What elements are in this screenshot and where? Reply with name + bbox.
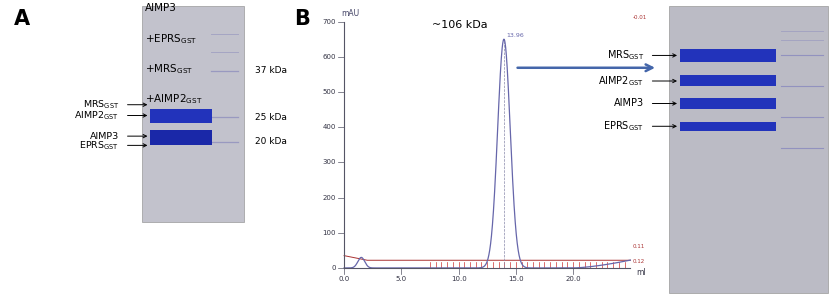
Text: 300: 300 <box>323 159 336 165</box>
Text: -0.01: -0.01 <box>633 15 647 20</box>
Text: 10.0: 10.0 <box>450 276 466 282</box>
Text: 0.0: 0.0 <box>339 276 349 282</box>
Text: 20 kDa: 20 kDa <box>255 137 287 146</box>
Bar <box>680 49 776 62</box>
Text: EPRS$_{\mathregular{GST}}$: EPRS$_{\mathregular{GST}}$ <box>79 139 119 152</box>
Bar <box>150 123 212 127</box>
Bar <box>150 130 212 145</box>
Text: MRS$_{\mathregular{GST}}$: MRS$_{\mathregular{GST}}$ <box>607 49 644 62</box>
Text: 5.0: 5.0 <box>396 276 407 282</box>
Text: AIMP3: AIMP3 <box>144 3 177 13</box>
Bar <box>680 122 776 131</box>
Text: 700: 700 <box>323 18 336 25</box>
Text: 400: 400 <box>323 124 336 130</box>
Text: MRS$_{\mathregular{GST}}$: MRS$_{\mathregular{GST}}$ <box>83 99 119 111</box>
Text: +EPRS$_{\mathregular{GST}}$: +EPRS$_{\mathregular{GST}}$ <box>144 33 197 47</box>
Text: AIMP3: AIMP3 <box>614 99 644 108</box>
Text: AIMP3: AIMP3 <box>90 132 119 141</box>
Bar <box>680 75 776 86</box>
Text: 500: 500 <box>323 89 336 95</box>
Text: 0.12: 0.12 <box>633 259 646 264</box>
Text: 13.96: 13.96 <box>507 33 525 38</box>
Text: 100: 100 <box>323 230 336 236</box>
Text: 200: 200 <box>323 195 336 201</box>
Text: AIMP2$_{\mathregular{GST}}$: AIMP2$_{\mathregular{GST}}$ <box>598 74 644 88</box>
Text: 15.0: 15.0 <box>508 276 524 282</box>
Text: 600: 600 <box>323 54 336 60</box>
Text: 0.11: 0.11 <box>633 244 646 249</box>
Bar <box>680 98 776 109</box>
Text: A: A <box>14 9 30 29</box>
Text: +MRS$_{\mathregular{GST}}$: +MRS$_{\mathregular{GST}}$ <box>144 62 193 76</box>
Text: EPRS$_{\mathregular{GST}}$: EPRS$_{\mathregular{GST}}$ <box>603 120 644 133</box>
Bar <box>150 109 212 123</box>
Text: 0: 0 <box>331 265 336 271</box>
Text: 37 kDa: 37 kDa <box>255 66 287 75</box>
Bar <box>669 6 828 293</box>
Text: mAU: mAU <box>341 10 359 18</box>
Bar <box>142 6 244 222</box>
Text: AIMP2$_{\mathregular{GST}}$: AIMP2$_{\mathregular{GST}}$ <box>74 109 119 122</box>
Text: 20.0: 20.0 <box>565 276 581 282</box>
Text: ml: ml <box>636 268 646 277</box>
Text: 25 kDa: 25 kDa <box>255 112 287 122</box>
Text: ~106 kDa: ~106 kDa <box>432 20 487 30</box>
Text: B: B <box>294 9 310 29</box>
Text: +AIMP2$_{\mathregular{GST}}$: +AIMP2$_{\mathregular{GST}}$ <box>144 92 202 106</box>
